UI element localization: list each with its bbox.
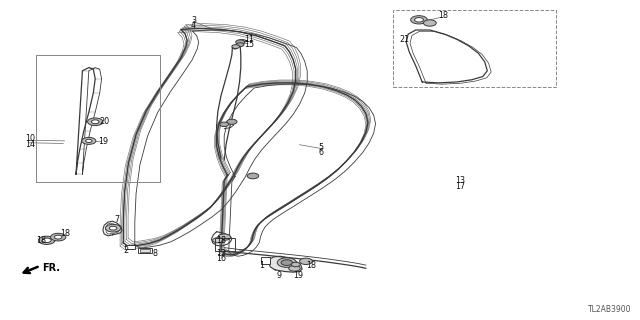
Text: 5: 5 bbox=[319, 143, 324, 152]
Text: 10: 10 bbox=[25, 134, 35, 143]
Text: 16: 16 bbox=[216, 254, 227, 263]
Text: 12: 12 bbox=[216, 250, 227, 259]
Bar bbox=[36, 55, 161, 182]
Text: 21: 21 bbox=[400, 35, 410, 44]
Text: 18: 18 bbox=[36, 236, 46, 245]
Circle shape bbox=[236, 40, 244, 44]
Text: 14: 14 bbox=[25, 140, 35, 148]
Bar bbox=[36, 55, 161, 182]
Text: 18: 18 bbox=[306, 261, 316, 270]
Circle shape bbox=[281, 260, 292, 266]
Circle shape bbox=[106, 224, 121, 232]
Text: 3: 3 bbox=[191, 16, 196, 25]
Circle shape bbox=[232, 45, 239, 49]
Bar bbox=[125, 245, 136, 249]
Circle shape bbox=[289, 266, 300, 271]
Text: 9: 9 bbox=[276, 271, 282, 280]
Circle shape bbox=[415, 18, 424, 22]
Circle shape bbox=[82, 137, 96, 144]
Text: 18: 18 bbox=[60, 229, 70, 238]
Bar bbox=[140, 249, 150, 252]
Text: 4: 4 bbox=[191, 21, 196, 30]
Text: 1: 1 bbox=[259, 261, 264, 270]
Circle shape bbox=[88, 118, 103, 125]
Circle shape bbox=[51, 233, 66, 241]
Circle shape bbox=[42, 238, 51, 243]
Circle shape bbox=[220, 122, 228, 126]
Circle shape bbox=[86, 139, 92, 142]
Text: TL2AB3900: TL2AB3900 bbox=[588, 305, 632, 314]
Bar bbox=[394, 10, 556, 87]
Bar bbox=[261, 257, 270, 264]
Text: 19: 19 bbox=[293, 271, 303, 280]
Circle shape bbox=[212, 238, 223, 243]
Polygon shape bbox=[269, 256, 302, 272]
Circle shape bbox=[54, 235, 62, 239]
Text: 19: 19 bbox=[98, 137, 108, 146]
Text: 17: 17 bbox=[456, 182, 465, 191]
Circle shape bbox=[109, 226, 117, 230]
Text: 2: 2 bbox=[124, 246, 129, 255]
Text: 15: 15 bbox=[244, 40, 255, 49]
Text: 18: 18 bbox=[216, 236, 227, 245]
Circle shape bbox=[247, 173, 259, 179]
Bar bbox=[214, 238, 235, 251]
Text: 11: 11 bbox=[244, 35, 255, 44]
Bar bbox=[138, 248, 152, 253]
Text: 7: 7 bbox=[115, 215, 120, 224]
Text: FR.: FR. bbox=[42, 263, 60, 273]
Text: 18: 18 bbox=[438, 12, 448, 20]
Circle shape bbox=[38, 236, 55, 244]
Circle shape bbox=[277, 258, 296, 268]
Text: 8: 8 bbox=[153, 249, 157, 258]
Circle shape bbox=[300, 258, 312, 265]
Circle shape bbox=[227, 119, 237, 124]
Circle shape bbox=[424, 20, 436, 26]
Circle shape bbox=[236, 43, 244, 47]
Text: 20: 20 bbox=[100, 117, 110, 126]
Circle shape bbox=[92, 120, 99, 124]
Circle shape bbox=[218, 234, 230, 240]
Circle shape bbox=[291, 262, 300, 267]
Text: 6: 6 bbox=[319, 148, 324, 157]
Text: 13: 13 bbox=[456, 176, 465, 185]
Circle shape bbox=[411, 16, 428, 24]
